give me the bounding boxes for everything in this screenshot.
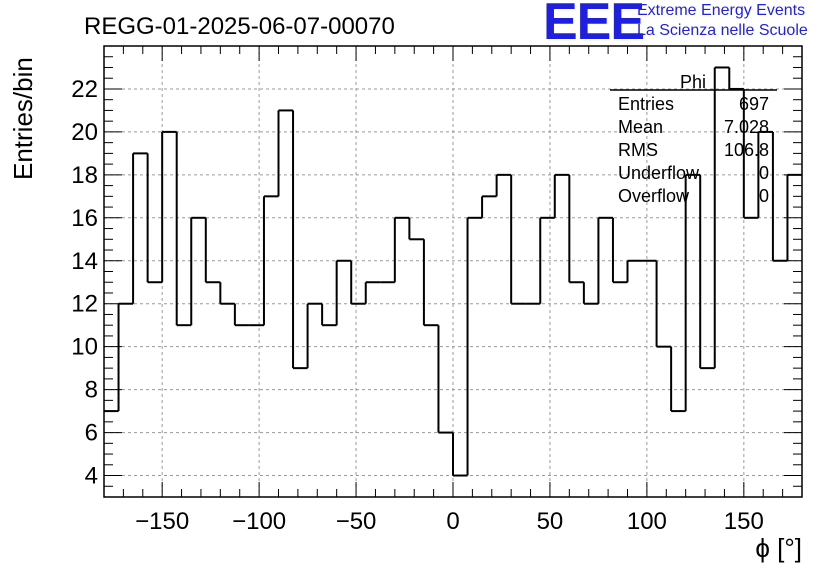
x-tick-label: −150 bbox=[135, 508, 189, 535]
y-tick-label: 4 bbox=[85, 463, 98, 490]
eee-logo-line2: La Scienza nelle Scuole bbox=[637, 22, 808, 39]
x-axis-label: ϕ [°] bbox=[755, 533, 802, 563]
x-tick-label: 0 bbox=[446, 508, 459, 535]
x-tick-label: −50 bbox=[336, 508, 377, 535]
stats-row-value: 0 bbox=[759, 163, 769, 183]
stats-row-value: 106.8 bbox=[724, 140, 769, 160]
y-axis-label: Entries/bin bbox=[8, 57, 38, 180]
tick-label-layer: −150 −100 −50 0 50 100 150 4 6 8 10 12 14 16 18 20 22 bbox=[71, 76, 764, 535]
eee-logo-line1: Extreme Energy Events bbox=[637, 2, 806, 19]
stats-row-label: RMS bbox=[618, 140, 658, 160]
y-tick-label: 20 bbox=[71, 119, 98, 146]
y-tick-label: 8 bbox=[85, 377, 98, 404]
x-tick-label: 150 bbox=[724, 508, 764, 535]
stats-row-label: Overflow bbox=[618, 186, 690, 206]
y-tick-label: 10 bbox=[71, 334, 98, 361]
stats-row-value: 697 bbox=[739, 94, 769, 114]
grid-layer bbox=[104, 46, 802, 497]
x-tick-label: 50 bbox=[537, 508, 564, 535]
histogram-layer bbox=[104, 66, 802, 477]
x-tick-label: 100 bbox=[627, 508, 667, 535]
stats-row-value: 0 bbox=[759, 186, 769, 206]
y-tick-label: 14 bbox=[71, 248, 98, 275]
stats-row-label: Entries bbox=[618, 94, 674, 114]
stats-row-value: 7.028 bbox=[724, 117, 769, 137]
stats-box: Phi Entries 697 Mean 7.028 RMS 106.8 Underflow 0… bbox=[610, 72, 777, 206]
stats-row-label: Underflow bbox=[618, 163, 700, 183]
stats-name: Phi bbox=[680, 72, 706, 92]
eee-logo-mark: EEE bbox=[543, 0, 645, 51]
y-tick-label: 16 bbox=[71, 205, 98, 232]
y-tick-label: 22 bbox=[71, 76, 98, 103]
y-tick-label: 6 bbox=[85, 420, 98, 447]
y-tick-label: 18 bbox=[71, 162, 98, 189]
y-tick-label: 12 bbox=[71, 291, 98, 318]
x-tick-label: −100 bbox=[232, 508, 286, 535]
chart-title: REGG-01-2025-06-07-00070 bbox=[84, 13, 395, 40]
tick-layer bbox=[103, 45, 803, 498]
stats-row-label: Mean bbox=[618, 117, 663, 137]
